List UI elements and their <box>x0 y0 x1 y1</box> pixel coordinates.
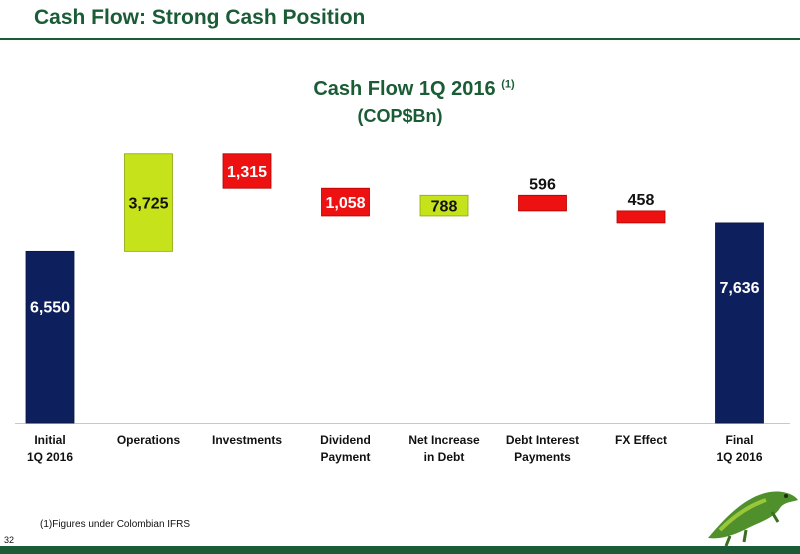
iguana-legs-shape <box>724 511 780 547</box>
category-label-7: Final 1Q 2016 <box>716 433 763 464</box>
data-label-0: 6,550 <box>30 299 70 316</box>
footnote: (1)Figures under Colombian IFRS <box>40 519 191 530</box>
bar-3 <box>321 187 370 217</box>
bar-4 <box>419 194 469 217</box>
bar-2 <box>222 153 272 189</box>
bar-5 <box>518 194 567 212</box>
data-label-7: 7,636 <box>719 280 759 297</box>
page-number: 32 <box>4 535 15 545</box>
bar-7 <box>715 222 764 424</box>
data-label-4: 788 <box>431 199 458 216</box>
category-label-5: Debt Interest Payments <box>505 433 580 464</box>
chart-subtitle: (COP$Bn) <box>357 106 443 126</box>
waterfall-chart: 6,550 3,725 1,315 1,058 788 596 458 7,636 <box>15 153 790 424</box>
bottom-bar <box>0 546 800 554</box>
category-label-1: Operations <box>116 433 181 447</box>
data-label-2: 1,315 <box>227 164 267 181</box>
iguana-stripe-shape <box>718 498 767 532</box>
slide-title: Cash Flow: Strong Cash Position <box>34 6 366 29</box>
data-label-3: 1,058 <box>325 195 365 212</box>
bar-1 <box>124 153 173 252</box>
title-divider <box>0 38 800 40</box>
bar-0 <box>25 250 75 424</box>
data-label-6: 458 <box>628 192 655 209</box>
category-label-3: Dividend Payment <box>320 433 371 464</box>
category-label-0: Initial 1Q 2016 <box>26 433 74 464</box>
iguana-eye-shape <box>784 494 788 498</box>
category-label-6: FX Effect <box>614 433 667 447</box>
chart-title-footnote-ref: (1) <box>501 78 515 91</box>
chart-title-text: Cash Flow 1Q 2016 <box>313 78 496 100</box>
chart-title: Cash Flow 1Q 2016 (1) <box>0 78 800 101</box>
iguana-logo <box>708 491 798 547</box>
bar-6 <box>616 210 666 224</box>
iguana-body-shape <box>708 491 798 539</box>
data-label-5: 596 <box>529 176 556 193</box>
data-label-1: 3,725 <box>128 196 168 213</box>
category-label-4: Net Increase in Debt <box>408 433 480 464</box>
category-label-2: Investments <box>211 433 283 447</box>
